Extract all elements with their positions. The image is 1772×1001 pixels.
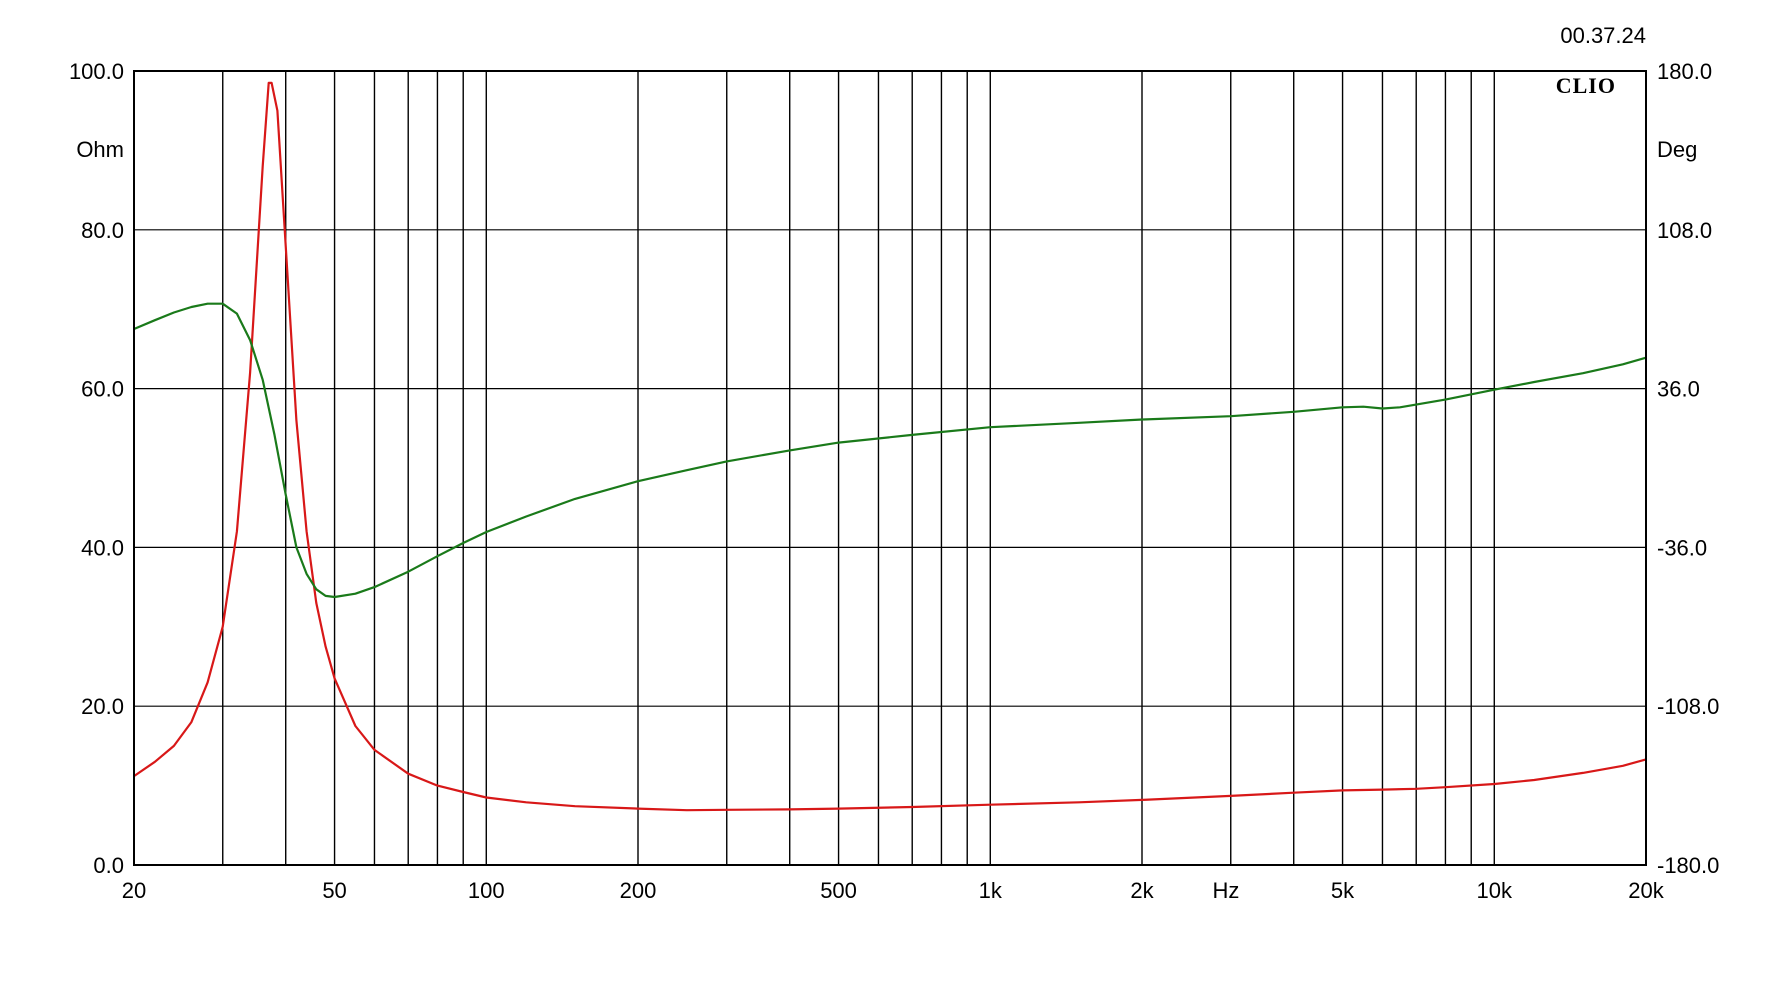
left-axis-label: Ohm bbox=[76, 137, 124, 162]
timestamp: 00.37.24 bbox=[1560, 23, 1646, 48]
plot-frame bbox=[133, 70, 1647, 866]
x-tick-label: 2k bbox=[1130, 878, 1154, 903]
series-layer bbox=[133, 81, 1647, 812]
right-tick-label: -36.0 bbox=[1657, 535, 1707, 560]
left-tick-label: 0.0 bbox=[93, 853, 124, 878]
x-tick-label: 200 bbox=[620, 878, 657, 903]
grid bbox=[134, 70, 1647, 866]
left-tick-label: 80.0 bbox=[81, 218, 124, 243]
right-tick-label: -108.0 bbox=[1657, 694, 1719, 719]
left-tick-label: 60.0 bbox=[81, 377, 124, 402]
clio-logo: CLIO bbox=[1556, 73, 1616, 98]
right-tick-label: 36.0 bbox=[1657, 377, 1700, 402]
right-tick-label: -180.0 bbox=[1657, 853, 1719, 878]
right-tick-label: 180.0 bbox=[1657, 59, 1712, 84]
x-tick-label: 20 bbox=[122, 878, 146, 903]
right-tick-label: 108.0 bbox=[1657, 218, 1712, 243]
x-tick-label: 5k bbox=[1331, 878, 1355, 903]
right-axis-label: Deg bbox=[1657, 137, 1697, 162]
axis-labels: 0.0 20.0 40.0 60.0 80.0 100.0 -180.0 -108.0 -36.… bbox=[69, 59, 1719, 903]
left-tick-label: 100.0 bbox=[69, 59, 124, 84]
left-tick-label: 40.0 bbox=[81, 535, 124, 560]
x-tick-label: 100 bbox=[468, 878, 505, 903]
x-tick-label: 50 bbox=[322, 878, 346, 903]
x-tick-label: 20k bbox=[1628, 878, 1664, 903]
phase-curve bbox=[133, 302, 1647, 599]
impedance-curve bbox=[133, 81, 1647, 812]
left-tick-label: 20.0 bbox=[81, 694, 124, 719]
x-tick-label: 500 bbox=[820, 878, 857, 903]
x-axis-label: Hz bbox=[1213, 878, 1240, 903]
x-tick-label: 10k bbox=[1477, 878, 1513, 903]
x-tick-label: 1k bbox=[979, 878, 1003, 903]
